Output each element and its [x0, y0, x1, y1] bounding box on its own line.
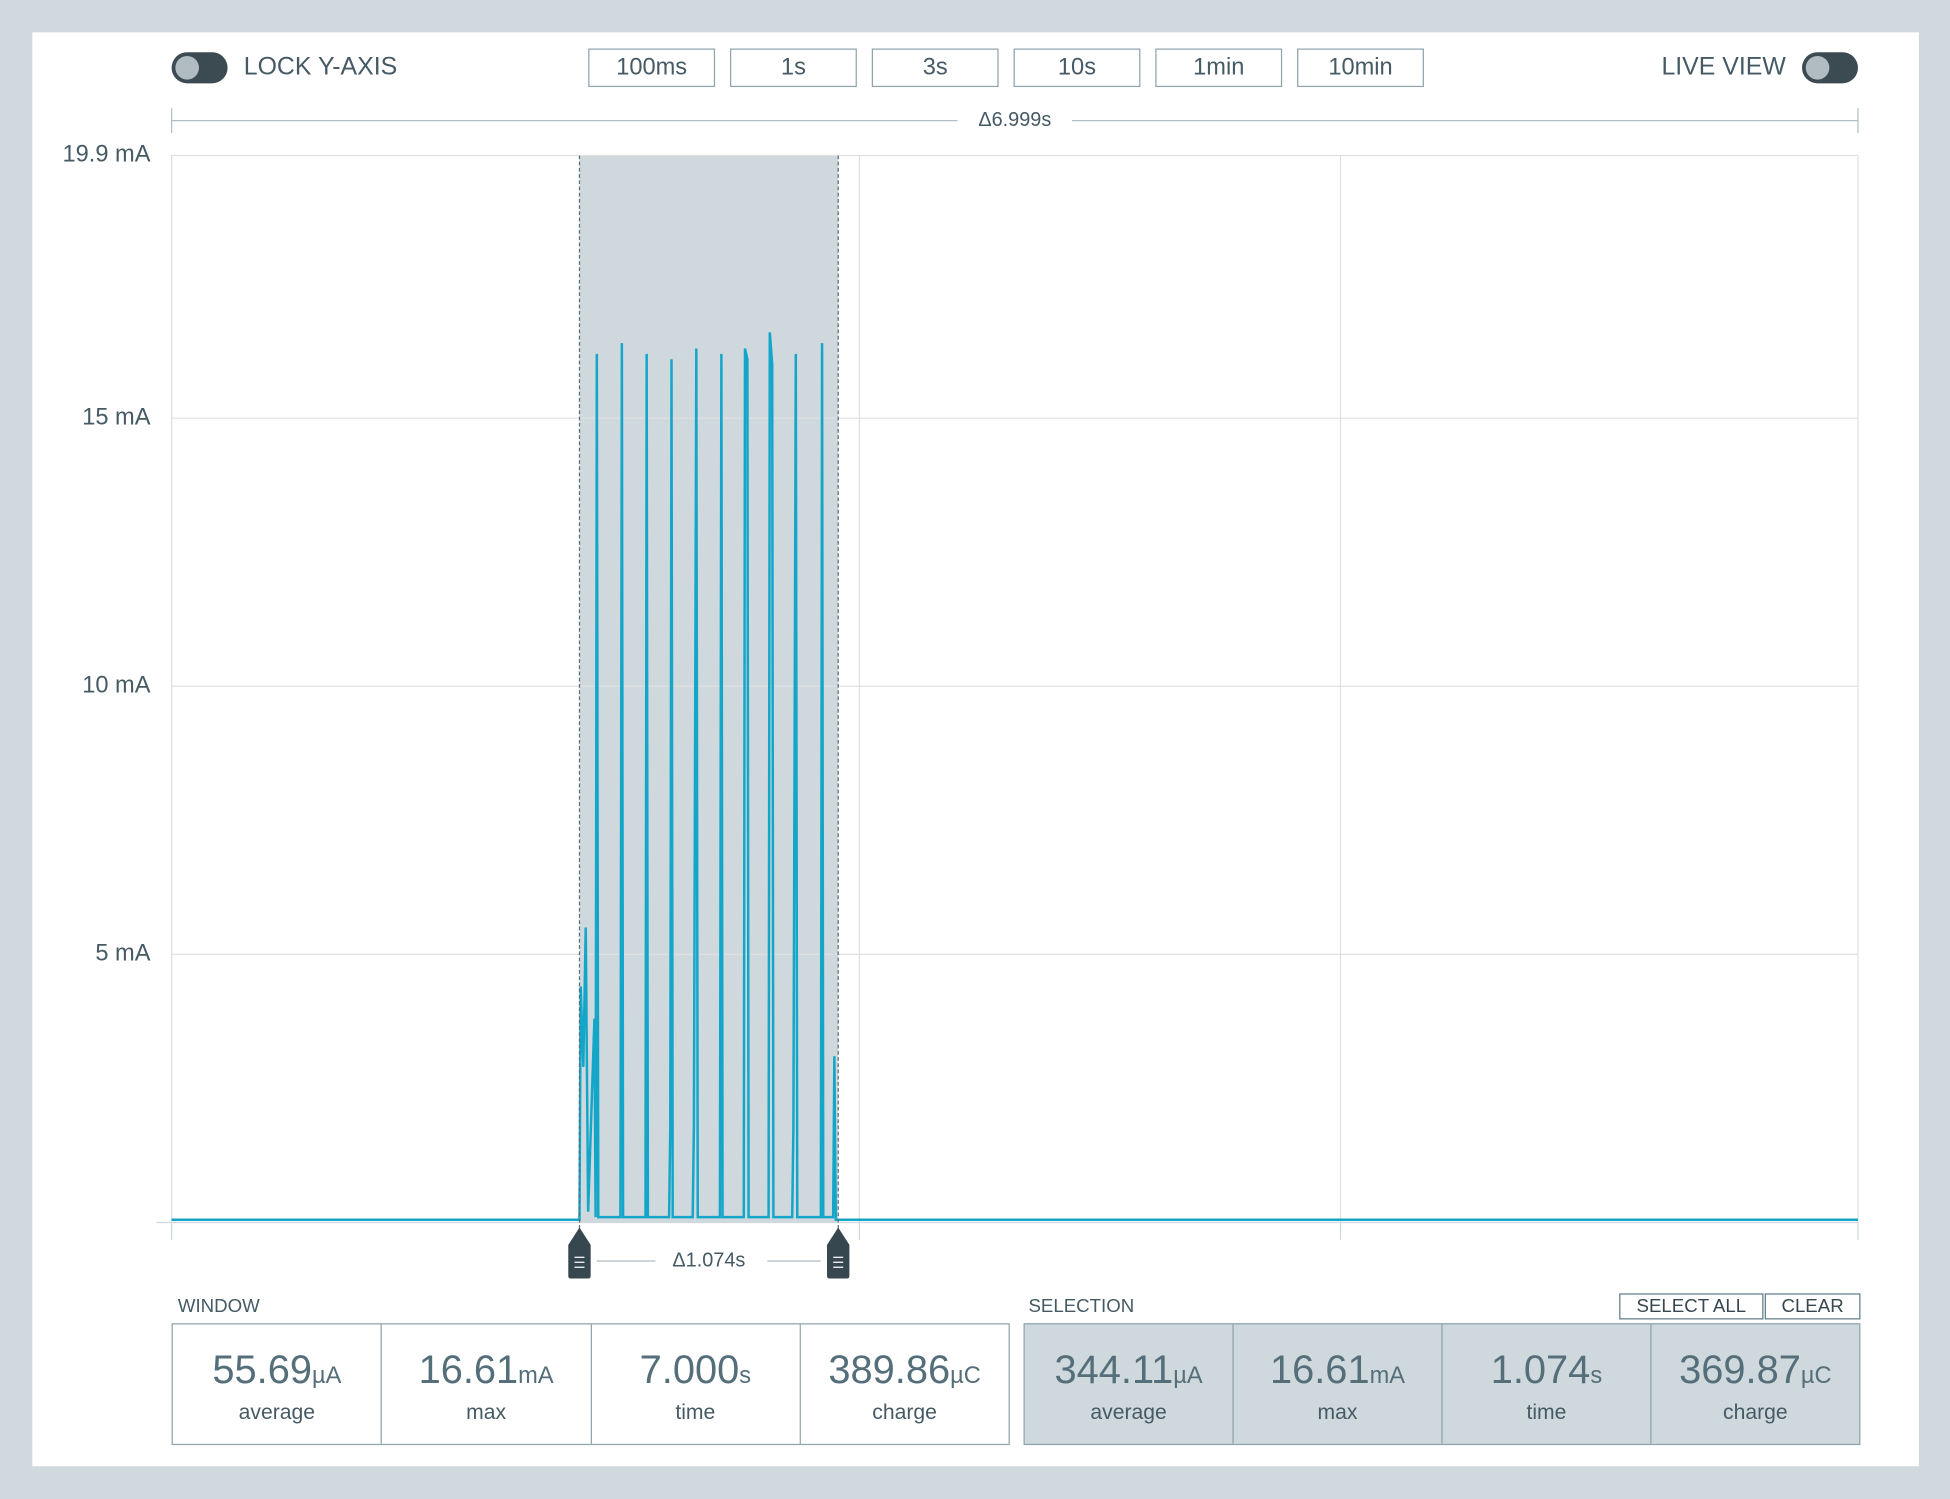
stat-number: 344.11 [1054, 1346, 1174, 1392]
stat-value: 369.87µC [1652, 1347, 1860, 1393]
stat-value: 1.074s [1443, 1347, 1651, 1393]
stat-value: 55.69µA [173, 1347, 381, 1393]
stat-unit: s [1590, 1363, 1603, 1390]
stat-unit: µA [311, 1363, 342, 1390]
selection-delta: Δ1.074s [672, 1249, 745, 1271]
stat-number: 16.61 [1269, 1346, 1370, 1392]
stat-number: 55.69 [212, 1346, 312, 1392]
toggle-knob [1805, 55, 1830, 80]
handle-body [827, 1227, 850, 1279]
selection-label: SELECTION [1028, 1295, 1135, 1317]
stat-number: 1.074 [1490, 1346, 1591, 1392]
live-view-label: LIVE VIEW [1661, 53, 1786, 81]
stat-label: average [238, 1400, 316, 1424]
stat-value: 7.000s [591, 1347, 799, 1393]
stat-label: charge [872, 1400, 937, 1424]
selection-handle[interactable] [827, 1227, 850, 1279]
selection-band [579, 155, 839, 1223]
window-stats: 55.69µA average 16.61mA max 7.000s time 389.86… [171, 1323, 1010, 1446]
stat-unit: µC [1800, 1363, 1832, 1390]
selection-button[interactable]: SELECT ALL [1619, 1293, 1764, 1320]
stat-cell: 369.87µC charge [1650, 1324, 1860, 1444]
stat-number: 16.61 [418, 1346, 519, 1392]
stat-cell: 389.86µC charge [799, 1324, 1009, 1444]
selection-stats: 344.11µA average 16.61mA max 1.074s time 369.8… [1023, 1323, 1861, 1446]
current-trace [171, 332, 1858, 1222]
time-button[interactable]: 100ms [588, 48, 716, 88]
time-button[interactable]: 1min [1155, 48, 1283, 88]
ruler-label-bg [957, 106, 1073, 135]
window-delta: Δ6.999s [978, 109, 1051, 131]
window-label: WINDOW [177, 1295, 260, 1317]
y-tick-label: 10 mA [82, 673, 150, 699]
stat-number: 369.87 [1679, 1346, 1801, 1392]
stat-cell: 16.61mA max [380, 1324, 590, 1444]
handle-body [568, 1227, 591, 1279]
stat-unit: s [739, 1363, 752, 1390]
stat-label: max [1317, 1400, 1358, 1424]
selection-button[interactable]: CLEAR [1764, 1293, 1861, 1320]
stat-label: charge [1723, 1400, 1788, 1424]
stat-value: 344.11µA [1025, 1347, 1233, 1393]
lock-y-toggle[interactable] [171, 52, 228, 84]
stat-label: average [1090, 1400, 1167, 1424]
stat-unit: mA [518, 1363, 554, 1390]
stat-value: 389.86µC [801, 1347, 1009, 1393]
selection-handle[interactable] [568, 1227, 591, 1279]
stat-label: time [1526, 1400, 1567, 1424]
stat-cell: 16.61mA max [1232, 1324, 1442, 1444]
stat-label: max [466, 1400, 507, 1424]
toggle-knob [175, 55, 199, 80]
y-tick-label: 5 mA [95, 941, 150, 967]
stat-number: 389.86 [828, 1346, 951, 1392]
stat-unit: mA [1369, 1363, 1406, 1390]
panel [32, 32, 1919, 1467]
stat-value: 16.61mA [382, 1347, 590, 1393]
stat-cell: 55.69µA average [173, 1324, 381, 1443]
stat-cell: 344.11µA average [1025, 1324, 1233, 1443]
stat-label: time [675, 1400, 716, 1424]
stat-unit: µA [1173, 1363, 1203, 1390]
y-tick-label: 19.9 mA [63, 142, 151, 168]
stat-number: 7.000 [639, 1346, 740, 1392]
time-button[interactable]: 10s [1013, 48, 1141, 88]
stat-value: 16.61mA [1234, 1347, 1442, 1393]
stat-cell: 7.000s time [590, 1324, 799, 1444]
time-button[interactable]: 1s [730, 48, 857, 88]
live-view-toggle[interactable] [1802, 52, 1858, 84]
stat-cell: 1.074s time [1441, 1324, 1651, 1444]
time-button[interactable]: 10min [1297, 48, 1424, 88]
lock-y-label: LOCK Y-AXIS [243, 53, 398, 81]
stat-unit: µC [950, 1363, 981, 1390]
y-tick-label: 15 mA [82, 404, 150, 430]
time-button[interactable]: 3s [871, 48, 999, 88]
